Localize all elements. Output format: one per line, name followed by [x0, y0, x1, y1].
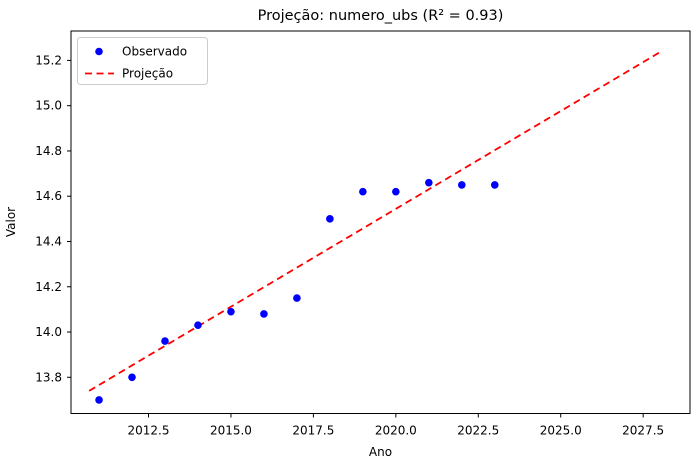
projection-line-layer	[88, 50, 662, 392]
data-point	[293, 294, 301, 302]
plot-frame	[70, 30, 691, 414]
data-point	[490, 181, 499, 189]
data-point	[161, 337, 169, 345]
x-axis-label: Ano	[369, 445, 392, 459]
y-tick-label: 14.8	[35, 144, 62, 158]
y-tick-label: 15.0	[35, 99, 62, 113]
x-tick-label: 2027.5	[622, 424, 664, 438]
data-point	[194, 321, 202, 330]
projection-line	[88, 50, 662, 392]
x-tick-label: 2012.5	[127, 424, 169, 438]
y-tick-label: 13.8	[35, 370, 62, 384]
x-tick-label: 2022.5	[457, 424, 499, 438]
x-tick-label: 2015.0	[210, 424, 252, 438]
legend: Observado Projeção	[77, 37, 208, 85]
chart-title: Projeção: numero_ubs (R² = 0.93)	[258, 8, 504, 24]
data-point	[95, 396, 103, 404]
data-point	[260, 310, 268, 318]
observed-points-layer	[95, 178, 499, 404]
x-axis-ticks: 2012.5 2015.0 2017.5 2020.0 2022.5 2025.0 2027…	[127, 413, 664, 438]
legend-observed-label: Observado	[122, 45, 187, 59]
data-point	[326, 215, 334, 223]
legend-projection-label: Projeção	[122, 67, 173, 81]
data-point	[457, 181, 466, 189]
data-point	[128, 373, 136, 382]
y-tick-label: 14.2	[35, 280, 62, 294]
x-tick-label: 2017.5	[292, 424, 334, 438]
y-axis-label: Valor	[4, 207, 18, 237]
data-point	[425, 178, 433, 187]
y-tick-label: 14.4	[35, 234, 62, 248]
data-point	[359, 187, 367, 196]
legend-observed-marker-icon	[95, 47, 103, 56]
data-point	[227, 307, 235, 316]
x-tick-label: 2020.0	[375, 424, 417, 438]
x-tick-label: 2025.0	[540, 424, 582, 438]
y-tick-label: 15.2	[35, 53, 62, 67]
y-axis-ticks: 13.8 14.0 14.2 14.4 14.6 14.8 15.0 15.2	[35, 53, 71, 384]
data-point	[392, 187, 400, 196]
y-tick-label: 14.0	[35, 325, 62, 339]
y-tick-label: 14.6	[35, 189, 62, 203]
